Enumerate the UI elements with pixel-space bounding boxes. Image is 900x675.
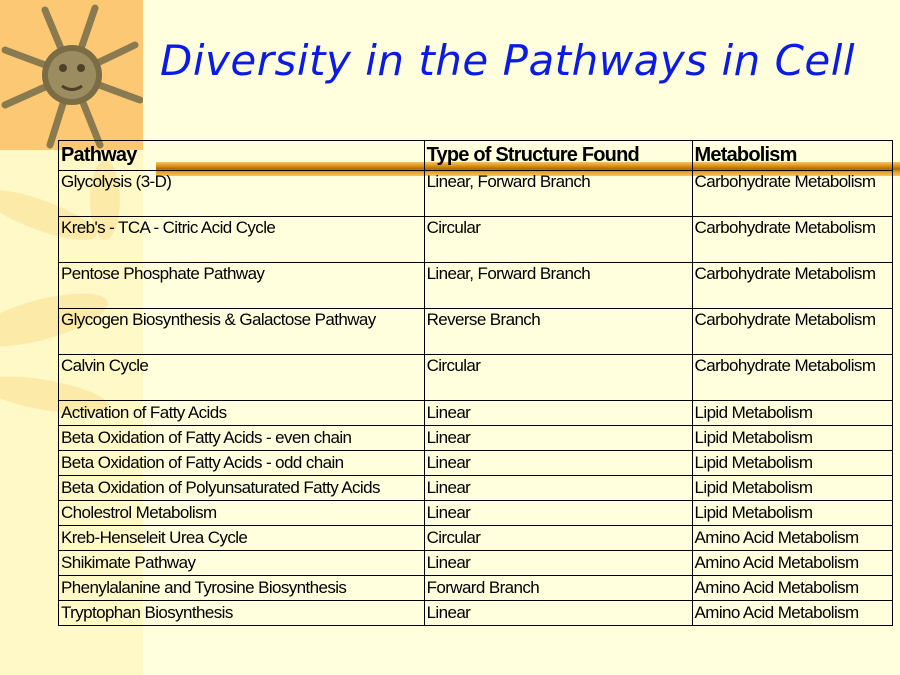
cell-structure: Linear (423, 500, 693, 526)
cell-metabolism: Carbohydrate Metabolism (691, 308, 894, 355)
cell-structure: Linear (423, 450, 693, 476)
table-row: Kreb-Henseleit Urea Cycle Circular Amino A… (58, 525, 894, 551)
cell-structure: Forward Branch (423, 575, 693, 601)
cell-metabolism: Lipid Metabolism (691, 500, 894, 526)
cell-pathway: Pentose Phosphate Pathway (58, 262, 425, 309)
header-pathway: Pathway (58, 140, 425, 171)
sun-logo (0, 0, 144, 150)
cell-structure: Linear, Forward Branch (423, 170, 693, 217)
table-row: Shikimate Pathway Linear Amino Acid Metabo… (58, 550, 894, 576)
cell-structure: Linear, Forward Branch (423, 262, 693, 309)
pathways-table: Pathway Type of Structure Found Metaboli… (58, 140, 894, 626)
cell-structure: Linear (423, 400, 693, 426)
cell-pathway: Beta Oxidation of Fatty Acids - even cha… (58, 425, 425, 451)
cell-metabolism: Lipid Metabolism (691, 450, 894, 476)
cell-pathway: Activation of Fatty Acids (58, 400, 425, 426)
table-row: Pentose Phosphate Pathway Linear, Forward… (58, 262, 894, 309)
cell-structure: Circular (423, 216, 693, 263)
table-row: Beta Oxidation of Polyunsaturated Fatty … (58, 475, 894, 501)
cell-metabolism: Carbohydrate Metabolism (691, 216, 894, 263)
cell-pathway: Beta Oxidation of Polyunsaturated Fatty … (58, 475, 425, 501)
table-row: Glycolysis (3-D) Linear, Forward Branch Ca… (58, 170, 894, 217)
cell-structure: Linear (423, 550, 693, 576)
cell-structure: Circular (423, 525, 693, 551)
cell-pathway: Beta Oxidation of Fatty Acids - odd chai… (58, 450, 425, 476)
cell-pathway: Tryptophan Biosynthesis (58, 600, 425, 626)
table-row: Phenylalanine and Tyrosine Biosynthesis F… (58, 575, 894, 601)
table-header-row: Pathway Type of Structure Found Metaboli… (58, 140, 894, 171)
cell-metabolism: Carbohydrate Metabolism (691, 262, 894, 309)
cell-structure: Linear (423, 475, 693, 501)
header-metabolism: Metabolism (691, 140, 894, 171)
table-row: Kreb's - TCA - Citric Acid Cycle Circular… (58, 216, 894, 263)
cell-pathway: Kreb-Henseleit Urea Cycle (58, 525, 425, 551)
cell-metabolism: Carbohydrate Metabolism (691, 354, 894, 401)
cell-structure: Reverse Branch (423, 308, 693, 355)
table-row: Beta Oxidation of Fatty Acids - even cha… (58, 425, 894, 451)
cell-pathway: Phenylalanine and Tyrosine Biosynthesis (58, 575, 425, 601)
cell-structure: Linear (423, 425, 693, 451)
cell-pathway: Glycolysis (3-D) (58, 170, 425, 217)
sun-face-icon (1, 4, 144, 149)
cell-pathway: Calvin Cycle (58, 354, 425, 401)
cell-metabolism: Lipid Metabolism (691, 400, 894, 426)
cell-structure: Linear (423, 600, 693, 626)
table-row: Beta Oxidation of Fatty Acids - odd chai… (58, 450, 894, 476)
page-title: Diversity in the Pathways in Cell (160, 36, 856, 85)
cell-structure: Circular (423, 354, 693, 401)
table-row: Activation of Fatty Acids Linear Lipid Met… (58, 400, 894, 426)
cell-metabolism: Amino Acid Metabolism (691, 525, 894, 551)
table-row: Calvin Cycle Circular Carbohydrate Metabol… (58, 354, 894, 401)
table-row: Glycogen Biosynthesis & Galactose Pathwa… (58, 308, 894, 355)
cell-metabolism: Amino Acid Metabolism (691, 550, 894, 576)
table-row: Tryptophan Biosynthesis Linear Amino Acid … (58, 600, 894, 626)
cell-pathway: Glycogen Biosynthesis & Galactose Pathwa… (58, 308, 425, 355)
cell-metabolism: Amino Acid Metabolism (691, 600, 894, 626)
table-row: Cholestrol Metabolism Linear Lipid Metabol… (58, 500, 894, 526)
header-structure: Type of Structure Found (423, 140, 693, 171)
cell-pathway: Kreb's - TCA - Citric Acid Cycle (58, 216, 425, 263)
cell-metabolism: Carbohydrate Metabolism (691, 170, 894, 217)
cell-metabolism: Lipid Metabolism (691, 425, 894, 451)
cell-pathway: Shikimate Pathway (58, 550, 425, 576)
cell-metabolism: Amino Acid Metabolism (691, 575, 894, 601)
cell-metabolism: Lipid Metabolism (691, 475, 894, 501)
cell-pathway: Cholestrol Metabolism (58, 500, 425, 526)
